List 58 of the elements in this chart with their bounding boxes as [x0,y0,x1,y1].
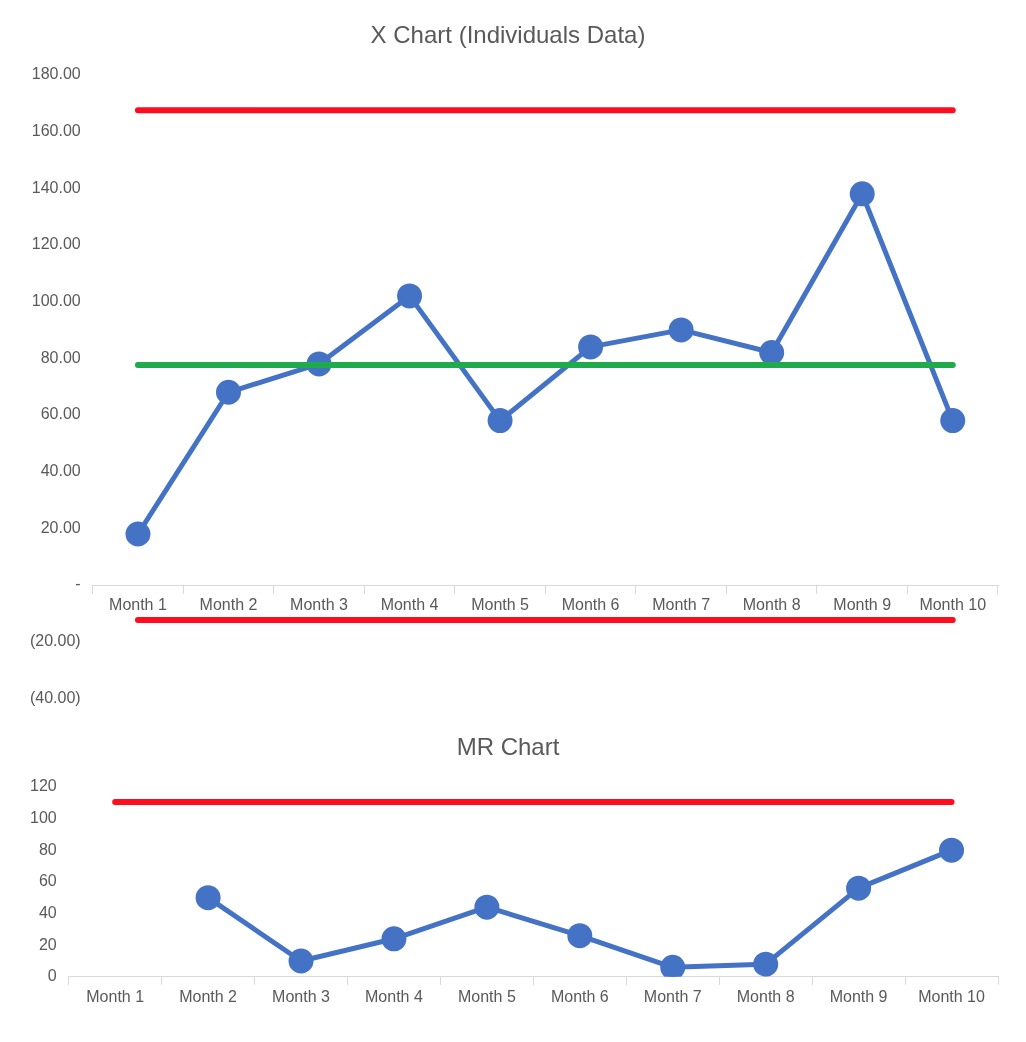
y-tick-label: 80.00 [40,348,81,366]
x-tick-label: Month 1 [109,596,167,614]
x-tick-label: Month 7 [643,987,702,1005]
x-tick-label: Month 6 [561,596,620,614]
y-tick-label: 120 [29,777,57,795]
chart-title: MR Chart [456,733,560,761]
x-tick-label: Month 9 [829,987,888,1005]
x-tick-label: Month 10 [918,987,985,1005]
x-tick-label: Month 1 [86,987,145,1005]
x-tick-label: Month 5 [457,987,516,1005]
point [939,837,965,863]
point [487,408,513,434]
point [474,894,500,920]
point [849,181,875,207]
y-tick-label: 20.00 [40,518,81,536]
y-tick-label: 140.00 [31,178,81,196]
point [381,926,407,952]
x-tick-label: Month 9 [833,596,892,614]
point [567,923,593,949]
point [125,521,151,547]
x-tick-label: Month 3 [290,596,349,614]
y-tick-label: 160.00 [31,121,81,139]
x-tick-label: Month 2 [199,596,258,614]
point [753,951,779,977]
x-tick-label: Month 5 [471,596,530,614]
y-tick-label: 0 [47,967,57,985]
point [660,954,686,977]
x-tick-label: Month 10 [919,596,987,614]
x-tick-label: Month 7 [652,596,711,614]
x-tick-label: Month 4 [365,987,423,1005]
y-tick-label: 40 [38,903,57,921]
point [288,948,314,974]
y-tick-label: - [75,575,81,593]
y-tick-label: 20 [38,935,57,953]
y-tick-label: 120.00 [31,235,81,253]
y-tick-label: 60 [38,872,57,890]
y-tick-label: (40.00) [29,688,81,706]
x-tick-label: Month 8 [736,987,795,1005]
point [668,317,694,343]
point [397,283,423,309]
point [195,885,221,911]
y-tick-label: 60.00 [40,405,81,423]
y-tick-label: (20.00) [29,632,81,650]
x-tick-label: Month 4 [380,596,439,614]
point [846,875,872,901]
y-tick-label: 180.00 [31,65,81,83]
point [215,379,241,405]
x-tick-label: Month 2 [179,987,238,1005]
point [578,334,604,360]
y-tick-label: 40.00 [40,462,81,480]
x-tick-label: Month 6 [550,987,609,1005]
x-tick-label: Month 3 [272,987,331,1005]
y-tick-label: 100.00 [31,291,81,309]
y-tick-label: 80 [38,840,57,858]
y-tick-label: 100 [29,808,57,826]
point [940,408,966,434]
chart-title: X Chart (Individuals Data) [370,21,646,49]
x-tick-label: Month 8 [742,596,801,614]
